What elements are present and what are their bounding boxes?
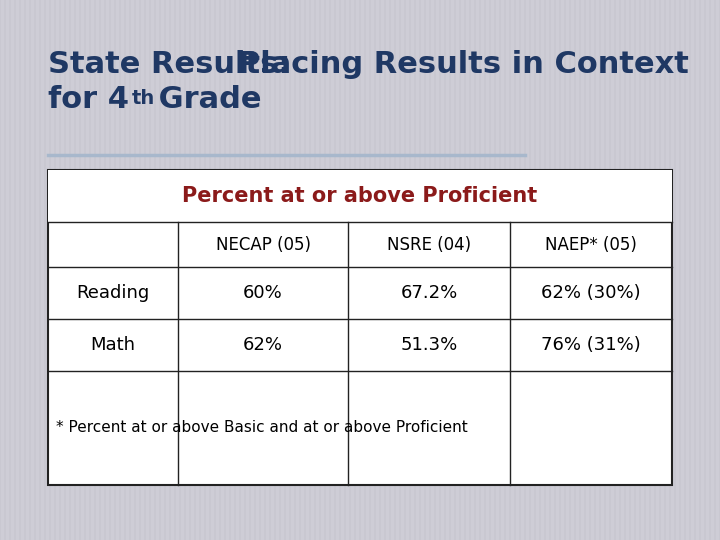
- Text: 62% (30%): 62% (30%): [541, 284, 641, 302]
- Text: Placing Results in Context: Placing Results in Context: [238, 50, 689, 79]
- Text: NAEP* (05): NAEP* (05): [545, 235, 637, 253]
- Text: th: th: [132, 89, 156, 108]
- Text: State Results:: State Results:: [48, 50, 290, 79]
- Text: 76% (31%): 76% (31%): [541, 336, 641, 354]
- Text: 62%: 62%: [243, 336, 283, 354]
- Text: Reading: Reading: [76, 284, 150, 302]
- Text: 60%: 60%: [243, 284, 283, 302]
- Text: 51.3%: 51.3%: [400, 336, 458, 354]
- Text: 67.2%: 67.2%: [400, 284, 458, 302]
- Text: Percent at or above Proficient: Percent at or above Proficient: [182, 186, 538, 206]
- Text: NSRE (04): NSRE (04): [387, 235, 471, 253]
- Bar: [48, 170, 672, 222]
- Text: Math: Math: [91, 336, 135, 354]
- Text: Grade: Grade: [148, 85, 261, 114]
- Text: for 4: for 4: [48, 85, 129, 114]
- Bar: [48, 170, 672, 485]
- Text: NECAP (05): NECAP (05): [215, 235, 310, 253]
- Text: * Percent at or above Basic and at or above Proficient: * Percent at or above Basic and at or ab…: [56, 421, 468, 435]
